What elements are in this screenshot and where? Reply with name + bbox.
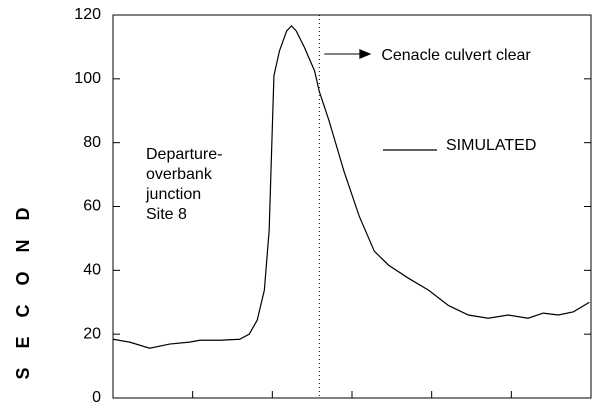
legend-label: SIMULATED — [446, 137, 536, 154]
y-tick-label: 80 — [83, 134, 101, 151]
series-line — [112, 24, 590, 349]
site-label: Site 8 — [146, 206, 187, 223]
y-axis-label: S E C O N D — [13, 200, 33, 379]
arrow-head — [359, 49, 372, 59]
y-tick-label: 100 — [74, 70, 101, 87]
site-label: junction — [145, 186, 201, 203]
y-tick-label: 20 — [83, 325, 101, 342]
y-tick-label: 40 — [83, 262, 101, 279]
site-label: overbank — [146, 166, 213, 183]
annotation: Cenacle culvert clear — [381, 47, 531, 64]
y-tick-label: 60 — [83, 198, 101, 215]
y-tick-label: 120 — [74, 6, 101, 23]
site-label: Departure- — [146, 146, 222, 163]
y-tick-label: 0 — [92, 389, 101, 406]
